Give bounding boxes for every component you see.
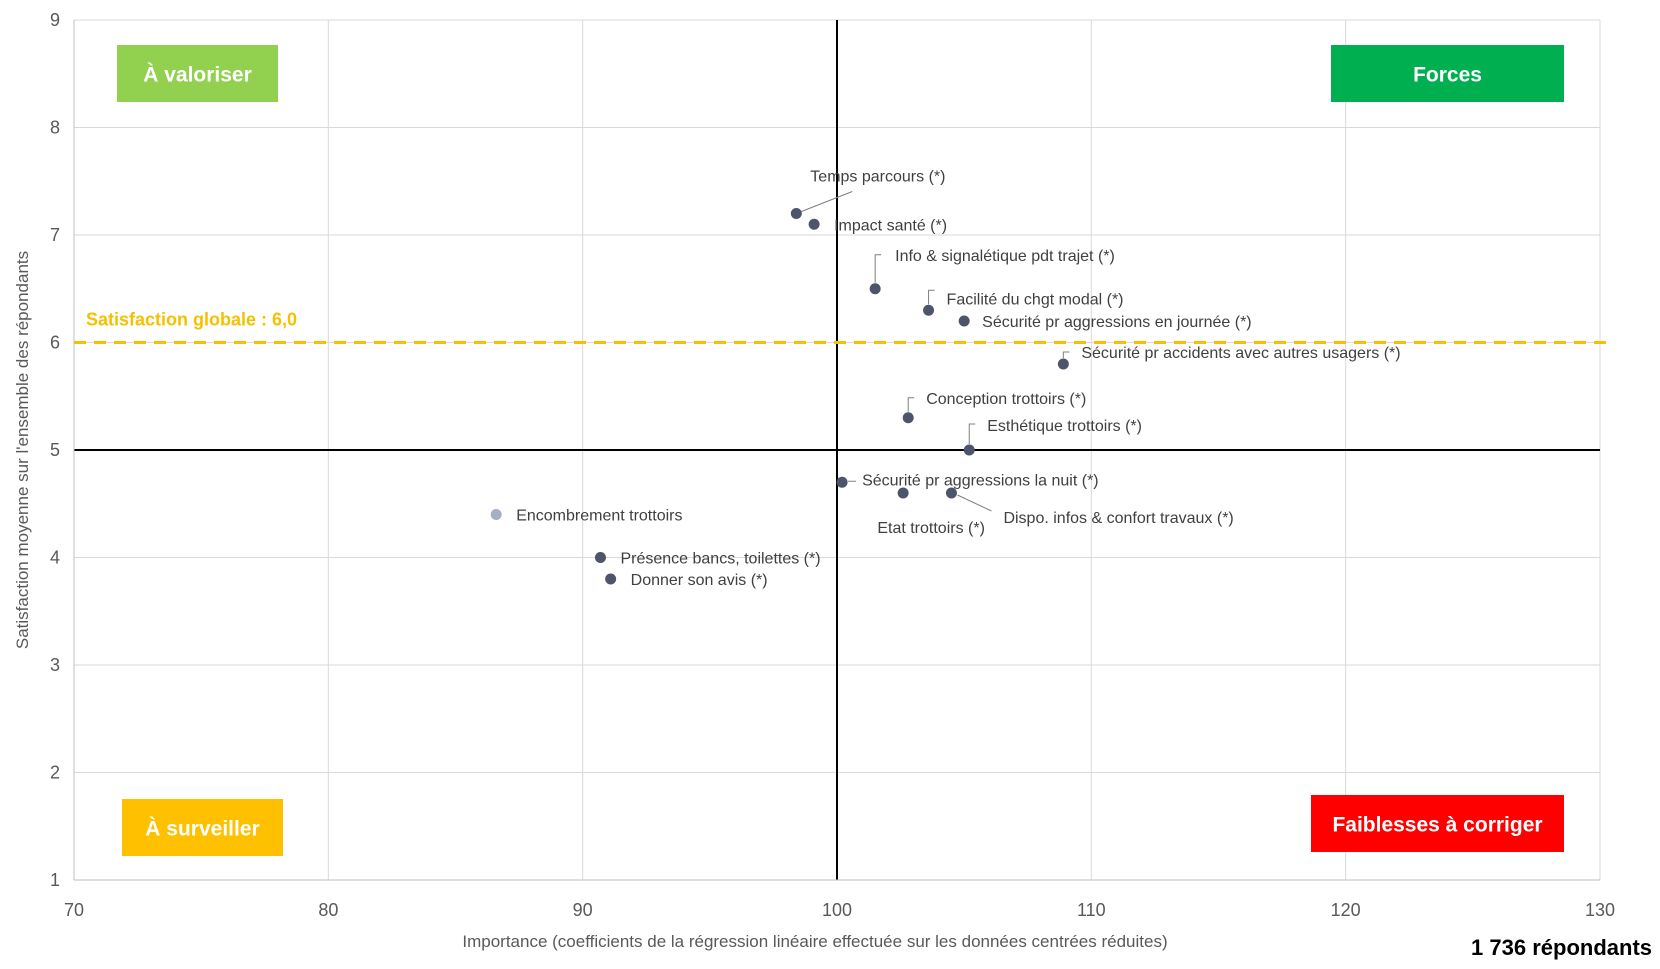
quadrant-label-bottom-right: Faiblesses à corriger — [1332, 814, 1542, 837]
y-tick-label: 5 — [50, 440, 60, 460]
data-point — [836, 476, 848, 488]
data-point — [808, 218, 820, 230]
y-tick-label: 3 — [50, 655, 60, 675]
y-tick-label: 7 — [50, 225, 60, 245]
x-tick-label: 90 — [573, 900, 593, 920]
data-point — [1057, 358, 1069, 370]
point-label: Dispo. infos & confort travaux (*) — [1003, 510, 1233, 527]
x-tick-label: 100 — [822, 900, 852, 920]
quadrant-dividers — [74, 20, 1600, 880]
quadrant-box-top-right — [1331, 45, 1564, 102]
point-label: Sécurité pr aggressions en journée (*) — [982, 314, 1251, 331]
data-point — [594, 552, 606, 563]
label-leader-line — [957, 494, 992, 512]
x-tick-label: 120 — [1331, 900, 1361, 920]
data-point — [790, 208, 802, 219]
point-label: Sécurité pr accidents avec autres usager… — [1081, 345, 1400, 362]
label-leader-line — [968, 423, 976, 444]
point-label: Esthétique trottoirs (*) — [987, 418, 1142, 435]
point-label: Présence bancs, toilettes (*) — [620, 551, 820, 568]
data-point — [897, 487, 909, 499]
x-tick-label: 80 — [318, 900, 338, 920]
quadrant-label-bottom-left: À surveiller — [145, 818, 259, 841]
label-leader-line — [874, 254, 882, 283]
point-label: Temps parcours (*) — [810, 169, 945, 186]
data-point — [945, 487, 957, 499]
data-points — [490, 208, 1069, 585]
reference-line-group: Satisfaction globale : 6,0 — [74, 310, 1612, 344]
data-point — [958, 315, 970, 327]
label-leaders — [796, 191, 1070, 512]
data-point — [923, 304, 935, 316]
x-tick-label: 70 — [64, 900, 84, 920]
x-tick-label: 130 — [1585, 900, 1615, 920]
data-point — [902, 412, 914, 424]
data-point — [490, 509, 502, 520]
y-tick-label: 1 — [50, 870, 60, 890]
point-labels: Temps parcours (*) Impact santé (*) Info &… — [516, 169, 1400, 590]
y-tick-label: 6 — [50, 333, 60, 353]
label-leader-line — [907, 397, 915, 412]
y-tick-label: 8 — [50, 118, 60, 138]
axes: 70 80 90 100 110 120 130 1 2 3 4 5 6 7 8 9 — [50, 10, 1615, 920]
respondents-count: 1 736 répondants — [1471, 935, 1652, 960]
quadrant-box-bottom-left — [122, 799, 283, 856]
quadrant-label-top-left: À valoriser — [143, 64, 252, 87]
y-tick-label: 2 — [50, 763, 60, 783]
satisfaction-reference-label: Satisfaction globale : 6,0 — [86, 310, 297, 330]
point-label: Encombrement trottoirs — [516, 508, 682, 525]
quadrant-box-top-left — [117, 45, 278, 102]
x-tick-label: 110 — [1077, 900, 1106, 920]
point-label: Impact santé (*) — [834, 217, 947, 234]
point-label: Etat trottoirs (*) — [877, 520, 985, 537]
label-leader-line — [1062, 351, 1070, 358]
point-label: Facilité du chgt modal (*) — [947, 291, 1124, 308]
quadrant-label-top-right: Forces — [1413, 64, 1482, 87]
quadrant-labels: À valoriser Forces À surveiller Faiblesses … — [117, 45, 1564, 856]
label-leader-line — [796, 191, 853, 214]
point-label: Conception trottoirs (*) — [926, 391, 1086, 408]
quadrant-box-bottom-right — [1311, 795, 1564, 852]
data-point — [869, 283, 881, 295]
data-point — [963, 444, 975, 456]
y-tick-label: 4 — [50, 548, 60, 568]
y-tick-label: 9 — [50, 10, 60, 30]
point-label: Donner son avis (*) — [631, 572, 768, 589]
point-label: Info & signalétique pdt trajet (*) — [895, 248, 1115, 265]
label-leader-line — [928, 289, 935, 305]
point-label: Sécurité pr aggressions la nuit (*) — [862, 472, 1099, 489]
y-axis-title: Satisfaction moyenne sur l'ensemble des … — [13, 251, 32, 649]
data-point — [605, 573, 617, 585]
x-axis-title: Importance (coefficients de la régressio… — [462, 932, 1167, 951]
